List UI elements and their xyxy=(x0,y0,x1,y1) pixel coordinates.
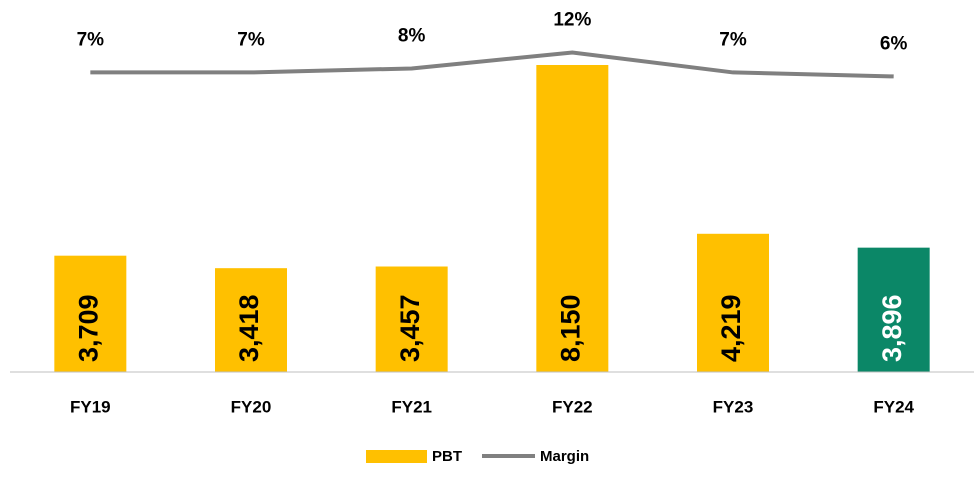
line-value-label: 7% xyxy=(719,29,747,50)
line-value-label: 6% xyxy=(880,33,908,54)
bar-value-label: 8,150 xyxy=(555,294,585,362)
bar xyxy=(215,268,287,372)
bar xyxy=(536,64,609,372)
x-tick-label: FY22 xyxy=(552,397,593,416)
legend-swatch xyxy=(366,450,427,463)
bar-value-label: 4,219 xyxy=(716,294,746,362)
x-tick-label: FY23 xyxy=(713,397,754,416)
line-value-label: 7% xyxy=(77,29,105,50)
bar-value-label: 3,896 xyxy=(877,294,907,362)
bar-value-label: 3,457 xyxy=(395,294,425,362)
x-tick-label: FY19 xyxy=(70,397,111,416)
bar-value-label: 3,418 xyxy=(234,294,264,362)
bar-value-label: 3,709 xyxy=(73,294,103,362)
legend-label: PBT xyxy=(432,448,462,465)
bar xyxy=(375,266,448,372)
line-value-label: 7% xyxy=(237,29,265,50)
legend-label: Margin xyxy=(540,448,589,465)
line-value-label: 12% xyxy=(553,9,591,30)
bar xyxy=(697,233,769,372)
line-value-label: 8% xyxy=(398,25,426,46)
x-tick-label: FY24 xyxy=(873,397,914,416)
bar xyxy=(857,247,930,372)
bar xyxy=(54,255,127,372)
x-tick-label: FY21 xyxy=(391,397,432,416)
line xyxy=(90,50,894,79)
x-tick-label: FY20 xyxy=(231,397,272,416)
